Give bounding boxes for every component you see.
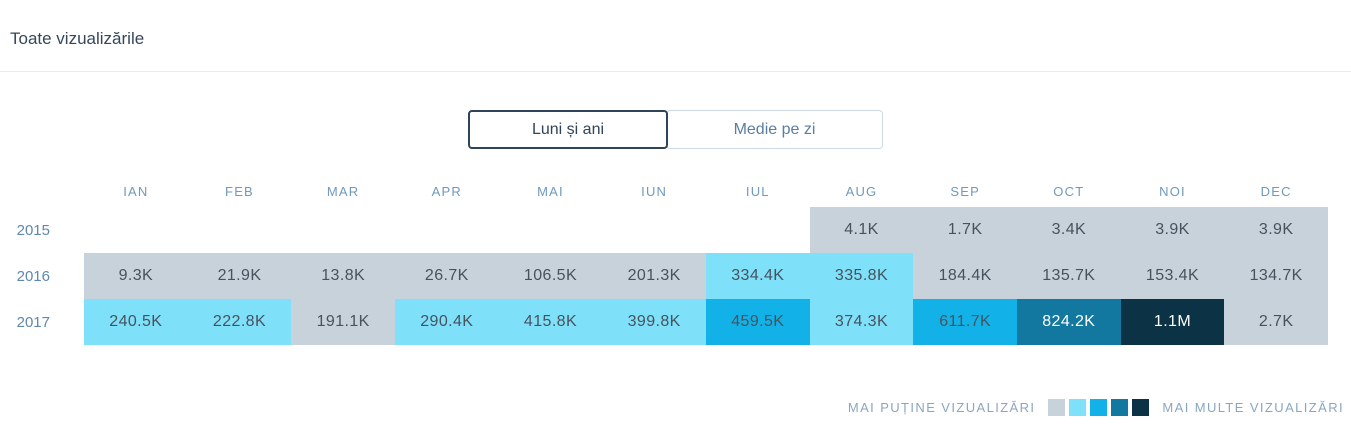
- month-header-oct: OCT: [1053, 184, 1085, 199]
- views-heatmap: IAN FEB MAR APR MAI IUN IUL AUG SEP OCT NOI DEC 201…: [0, 174, 1328, 345]
- heatmap-cell-2015-aug: 4.1K: [809, 207, 914, 253]
- heatmap-cell-2017-iul: 459.5K: [705, 299, 810, 345]
- month-header-noi: NOI: [1159, 184, 1186, 199]
- heatmap-row-2015: 2015 4.1K 1.7K 3.4K 3.9K 3.9K: [0, 207, 1328, 253]
- year-label-2015: 2015: [16, 221, 50, 239]
- heatmap-cell-2016-mar: 13.8K: [291, 253, 395, 299]
- heatmap-row-2017: 2017 240.5K 222.8K 191.1K 290.4K 415.8K 399.8K…: [0, 299, 1328, 345]
- heatmap-cell-2015-mar: [291, 207, 395, 253]
- heatmap-cell-2016-feb: 21.9K: [187, 253, 292, 299]
- heatmap-cell-2017-dec: 2.7K: [1224, 299, 1328, 345]
- year-label-2016: 2016: [16, 267, 50, 285]
- heatmap-cell-2017-sep: 611.7K: [913, 299, 1017, 345]
- month-header-iun: IUN: [641, 184, 668, 199]
- page-title: Toate vizualizările: [10, 29, 145, 48]
- heatmap-cell-2017-aug: 374.3K: [809, 299, 914, 345]
- heatmap-cell-2015-ian: [84, 207, 188, 253]
- legend-less-label: MAI PUȚINE VIZUALIZĂRI: [847, 400, 1036, 415]
- heatmap-cell-2016-dec: 134.7K: [1224, 253, 1328, 299]
- heatmap-cell-2016-oct: 135.7K: [1016, 253, 1121, 299]
- month-header-ian: IAN: [123, 184, 149, 199]
- month-header-mar: MAR: [326, 184, 360, 199]
- legend-swatches: [1048, 399, 1150, 416]
- heatmap-cell-2017-iun: 399.8K: [602, 299, 706, 345]
- month-header-feb: FEB: [225, 184, 254, 199]
- heatmap-cell-2015-noi: 3.9K: [1120, 207, 1225, 253]
- month-header-iul: IUL: [745, 184, 770, 199]
- heatmap-cell-2016-aug: 335.8K: [809, 253, 914, 299]
- month-header-apr: APR: [431, 184, 462, 199]
- year-label-2017: 2017: [16, 313, 50, 331]
- heatmap-cell-2015-sep: 1.7K: [913, 207, 1017, 253]
- heatmap-cell-2017-ian: 240.5K: [84, 299, 188, 345]
- legend-more-label: MAI MULTE VIZUALIZĂRI: [1162, 400, 1344, 415]
- heatmap-cell-2017-noi: 1.1M: [1120, 299, 1225, 345]
- legend-swatch-level-4: [1132, 399, 1150, 416]
- heatmap-cell-2016-sep: 184.4K: [913, 253, 1017, 299]
- heatmap-cell-2016-ian: 9.3K: [84, 253, 188, 299]
- toggle-daily-average-button[interactable]: Medie pe zi: [666, 110, 883, 149]
- heatmap-cell-2016-noi: 153.4K: [1120, 253, 1225, 299]
- heatmap-cell-2017-mar: 191.1K: [291, 299, 395, 345]
- heatmap-cell-2015-feb: [188, 207, 292, 253]
- heatmap-cell-2017-mai: 415.8K: [498, 299, 603, 345]
- heatmap-cell-2017-feb: 222.8K: [187, 299, 292, 345]
- legend-swatch-level-0: [1048, 399, 1066, 416]
- heatmap-cell-2015-apr: [395, 207, 499, 253]
- heatmap-cell-2015-dec: 3.9K: [1224, 207, 1328, 253]
- heatmap-cell-2017-apr: 290.4K: [394, 299, 499, 345]
- heatmap-corner-spacer: [0, 174, 84, 207]
- header-divider: [0, 71, 1351, 72]
- legend-swatch-level-1: [1069, 399, 1087, 416]
- month-header-aug: AUG: [845, 184, 878, 199]
- heatmap-legend: MAI PUȚINE VIZUALIZĂRI MAI MULTE VIZUALI…: [0, 399, 1351, 416]
- heatmap-cell-2015-mai: [499, 207, 603, 253]
- view-toggle: Luni și ani Medie pe zi: [0, 110, 1351, 149]
- heatmap-cell-2016-iun: 201.3K: [602, 253, 706, 299]
- month-header-dec: DEC: [1260, 184, 1292, 199]
- heatmap-cell-2015-iul: [706, 207, 810, 253]
- month-header-mai: MAI: [537, 184, 564, 199]
- heatmap-cell-2015-oct: 3.4K: [1016, 207, 1121, 253]
- heatmap-cell-2015-iun: [602, 207, 706, 253]
- heatmap-cell-2016-mai: 106.5K: [498, 253, 603, 299]
- heatmap-cell-2016-apr: 26.7K: [394, 253, 499, 299]
- heatmap-cell-2016-iul: 334.4K: [705, 253, 810, 299]
- heatmap-row-2016: 2016 9.3K 21.9K 13.8K 26.7K 106.5K 201.3K 334.4…: [0, 253, 1328, 299]
- legend-swatch-level-3: [1111, 399, 1129, 416]
- heatmap-month-header-row: IAN FEB MAR APR MAI IUN IUL AUG SEP OCT NOI DEC: [0, 174, 1328, 207]
- heatmap-cell-2017-oct: 824.2K: [1016, 299, 1121, 345]
- legend-swatch-level-2: [1090, 399, 1108, 416]
- month-header-sep: SEP: [950, 184, 980, 199]
- toggle-months-years-button[interactable]: Luni și ani: [468, 110, 668, 149]
